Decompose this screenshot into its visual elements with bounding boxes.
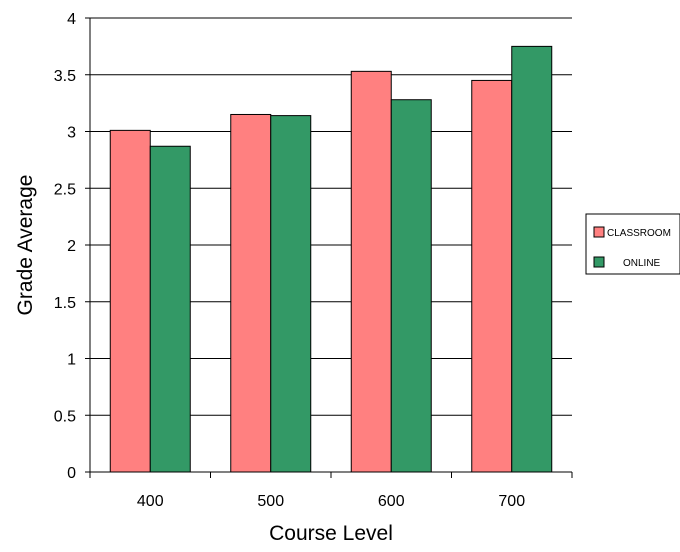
- y-axis-ticks: 0 0.5 1 1.5 2 2.5 3 3.5 4: [54, 11, 90, 482]
- bars: [109, 45, 553, 473]
- bar-classroom: [350, 70, 392, 473]
- y-tick-label: 0: [67, 465, 76, 482]
- bar-classroom: [471, 79, 513, 473]
- x-tick-label: 600: [378, 493, 405, 510]
- x-tick-label: 400: [137, 493, 164, 510]
- bar-online: [149, 145, 191, 473]
- legend-label-online: ONLINE: [623, 258, 661, 269]
- bar-classroom: [230, 113, 272, 473]
- legend-label-classroom: CLASSROOM: [607, 228, 671, 239]
- x-axis-title: Course Level: [269, 522, 393, 545]
- y-tick-label: 3.5: [54, 68, 76, 85]
- y-tick-label: 1: [67, 352, 76, 369]
- x-tick-label: 700: [498, 493, 525, 510]
- bar-online: [511, 45, 553, 473]
- legend-swatch-classroom: [593, 226, 605, 238]
- x-axis-ticks: 400 500 600 700: [89, 472, 573, 510]
- bar-online: [390, 99, 432, 473]
- legend-swatch-online: [593, 256, 605, 268]
- legend: CLASSROOM ONLINE: [585, 213, 680, 275]
- y-tick-label: 2.5: [54, 181, 76, 198]
- y-tick-label: 2: [67, 238, 76, 255]
- y-tick-label: 0.5: [54, 408, 76, 425]
- y-tick-label: 4: [67, 11, 76, 28]
- bar-classroom: [109, 129, 151, 473]
- y-tick-label: 1.5: [54, 295, 76, 312]
- bar-online: [270, 115, 312, 473]
- y-tick-label: 3: [67, 125, 76, 142]
- y-axis-title: Grade Average: [14, 175, 37, 316]
- x-tick-label: 500: [257, 493, 284, 510]
